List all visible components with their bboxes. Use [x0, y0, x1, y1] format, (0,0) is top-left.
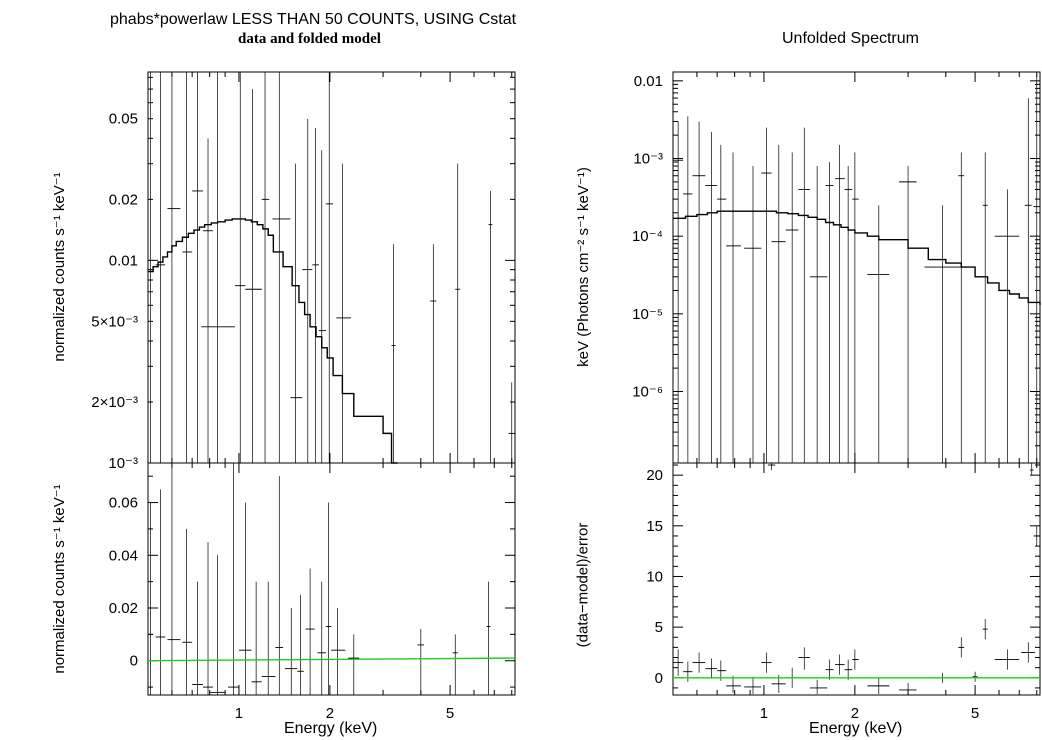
right_bottom-y-tick-label: 20 — [646, 467, 663, 484]
right_top-y-tick-label: 10⁻⁵ — [632, 306, 663, 323]
left-title: phabs*powerlaw LESS THAN 50 COUNTS, USIN… — [110, 11, 517, 28]
left-xlabel: Energy (keV) — [284, 720, 378, 737]
left_top-frame — [147, 71, 516, 464]
right_top-y-tick-label: 0.01 — [634, 73, 663, 90]
left_top-y-tick-label: 0.05 — [109, 111, 138, 128]
right-bottom-ylabel: (data−model)/error — [574, 522, 592, 648]
left_bottom-x-tick-label: 2 — [326, 705, 334, 722]
right_bottom-y-tick-label: 10 — [646, 568, 663, 585]
right_bottom-y-tick-label: 15 — [646, 518, 663, 535]
left_top-y-tick-label: 0.01 — [109, 252, 138, 269]
right_bottom-x-tick-label: 5 — [971, 705, 979, 722]
left_bottom-model-line — [147, 657, 516, 662]
left_bottom-x-tick-label: 1 — [235, 705, 243, 722]
right_bottom-x-tick-label: 1 — [760, 705, 768, 722]
left_bottom-x-tick-label: 5 — [446, 705, 454, 722]
left_top-model-line — [148, 218, 398, 464]
left-top-ylabel: normalized counts s⁻¹ keV⁻¹ — [51, 172, 68, 362]
right_top-y-tick-label: 10⁻⁴ — [632, 228, 663, 245]
left_top-y-tick-label: 10⁻³ — [108, 455, 138, 472]
left_bottom-y-tick-label: 0.02 — [109, 600, 138, 617]
right_bottom-frame — [672, 462, 1041, 696]
left_bottom-y-tick-label: 0.06 — [109, 495, 138, 512]
left_bottom-y-tick-label: 0.04 — [109, 547, 138, 564]
left_top-y-tick-label: 5×10⁻³ — [91, 313, 138, 330]
right_top-y-tick-label: 10⁻⁶ — [632, 383, 663, 400]
right_bottom-y-tick-label: 5 — [655, 619, 663, 636]
right_top-y-tick-label: 10⁻³ — [633, 151, 663, 168]
left_top-y-tick-label: 2×10⁻³ — [91, 394, 138, 411]
left-bottom-ylabel: normalized counts s⁻¹ keV⁻¹ — [51, 484, 68, 674]
right-title: Unfolded Spectrum — [782, 30, 919, 47]
right-top-ylabel: keV (Photons cm⁻² s⁻¹ keV⁻¹) — [575, 167, 592, 367]
left-subtitle: data and folded model — [238, 31, 381, 47]
right_bottom-y-tick-label: 0 — [655, 670, 663, 687]
left_bottom-y-tick-label: 0 — [130, 653, 138, 670]
left_bottom-frame — [147, 462, 516, 696]
right_bottom-x-tick-label: 2 — [851, 705, 859, 722]
right-xlabel: Energy (keV) — [809, 720, 903, 737]
left_top-y-tick-label: 0.02 — [109, 191, 138, 208]
right_top-model-line — [673, 210, 1041, 305]
